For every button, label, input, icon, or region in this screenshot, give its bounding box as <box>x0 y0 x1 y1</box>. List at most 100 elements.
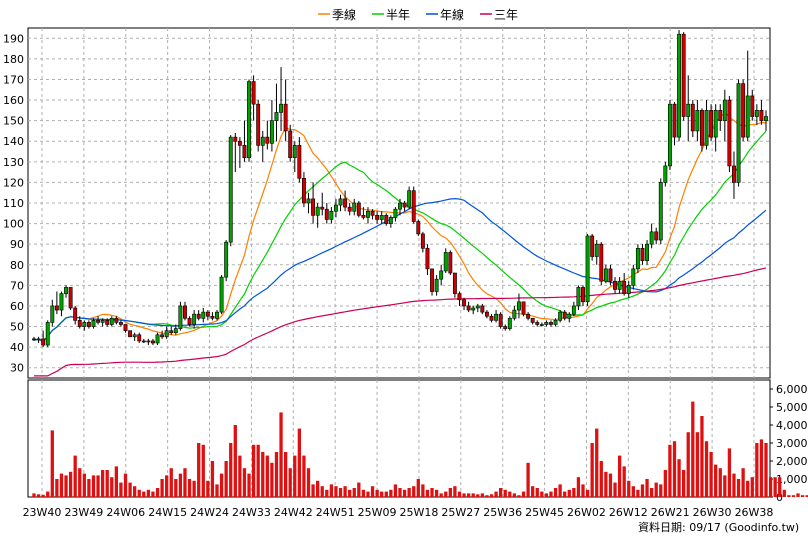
price-tick-label: 110 <box>3 197 24 210</box>
candle-body <box>745 95 750 138</box>
volume-bar <box>617 455 622 497</box>
volume-bar <box>325 489 329 497</box>
volume-bar <box>476 494 480 497</box>
volume-bar <box>210 461 215 497</box>
volume-bar <box>782 489 786 497</box>
volume-bar <box>82 473 86 497</box>
candle-body <box>210 315 215 319</box>
x-axis: 23W40 23W49 24W06 24W15 24W24 24W33 24W42 24W51… <box>23 506 774 519</box>
volume-bar <box>306 468 311 497</box>
volume-bar <box>219 473 224 497</box>
volume-bar <box>585 489 590 497</box>
volume-bar <box>91 475 96 497</box>
candle-body <box>183 305 187 319</box>
volume-bar <box>55 479 59 497</box>
volume-bar <box>572 488 576 497</box>
volume-bar <box>512 493 517 497</box>
volume-bar <box>631 486 635 497</box>
price-tick-label: 70 <box>10 279 24 292</box>
volume-bar <box>517 495 521 497</box>
volume-bar <box>412 486 416 497</box>
candle-body <box>279 103 283 113</box>
candle-body <box>247 81 251 159</box>
candle-body <box>324 208 329 220</box>
candle-body <box>329 210 334 220</box>
volume-bar <box>503 489 507 497</box>
candle-body <box>590 235 595 257</box>
volume-bar <box>384 491 388 497</box>
volume-bar <box>700 416 704 497</box>
candle-body <box>443 252 448 272</box>
volume-bar <box>499 488 503 497</box>
price-tick-label: 140 <box>3 135 24 148</box>
candle-body <box>160 334 165 338</box>
candle-body <box>82 322 87 327</box>
candle-body <box>416 221 421 235</box>
candle-body <box>151 340 155 344</box>
volume-bar <box>746 480 750 497</box>
volume-frame <box>27 379 771 498</box>
candle-body <box>750 95 755 117</box>
candle-body <box>169 330 174 334</box>
ma-line <box>34 267 767 377</box>
volume-bar <box>302 455 306 497</box>
volume-bar <box>293 455 297 497</box>
candle-body <box>283 103 288 132</box>
candle-body <box>370 210 375 216</box>
volume-bar <box>256 444 260 497</box>
candle-body <box>462 299 466 307</box>
candle-body <box>315 206 320 216</box>
volume-bar <box>247 473 251 497</box>
candle-body <box>137 334 142 342</box>
candle-body <box>192 313 197 325</box>
volume-bar <box>352 488 356 497</box>
legend-label: 年線 <box>440 7 464 22</box>
candle-body <box>754 110 759 117</box>
candle-body <box>466 305 471 311</box>
candle-body <box>109 317 114 325</box>
candle-body <box>356 202 361 216</box>
volume-bar <box>142 491 146 497</box>
volume-bar <box>238 455 242 497</box>
price-tick-label: 150 <box>3 115 24 128</box>
volume-bar <box>471 493 475 497</box>
candle-body <box>562 311 567 319</box>
candle-body <box>672 103 677 138</box>
candle-body <box>471 307 476 311</box>
volume-bar <box>732 473 736 497</box>
x-tick-label: 26W12 <box>609 506 648 519</box>
candle-body <box>631 268 636 286</box>
volume-bar <box>169 468 173 497</box>
x-tick-label: 25W18 <box>400 506 439 519</box>
volume-bar <box>627 480 631 497</box>
legend-label: 季線 <box>332 7 356 22</box>
candle-body <box>567 313 572 319</box>
candle-body <box>457 293 462 301</box>
volume-bar <box>576 477 581 497</box>
volume-bar <box>727 448 732 497</box>
candle-body <box>549 322 553 325</box>
volume-bar <box>521 491 526 497</box>
volume-bar <box>316 480 320 497</box>
volume-bar <box>773 477 777 497</box>
volume-bar <box>73 455 77 497</box>
candle-body <box>452 272 457 294</box>
volume-bar <box>439 493 443 497</box>
candle-body <box>654 231 659 241</box>
volume-panel: 0 1,000 2,000 3,000 4,000 5,000 6,000 <box>27 379 808 504</box>
candle-body <box>201 311 206 319</box>
candle-body <box>251 81 256 105</box>
volume-bar <box>723 475 727 497</box>
volume-bar <box>489 494 494 497</box>
volume-bar <box>119 482 123 497</box>
candle-body <box>434 278 439 292</box>
candle-body <box>59 293 64 311</box>
volume-bar <box>714 464 718 497</box>
candle-body <box>494 313 499 321</box>
candle-body <box>77 320 82 327</box>
source-label: 資料日期: 09/17 (Goodinfo.tw) <box>638 520 799 534</box>
candle-body <box>379 215 384 220</box>
candle-body <box>260 136 265 146</box>
volume-bar <box>311 484 315 497</box>
